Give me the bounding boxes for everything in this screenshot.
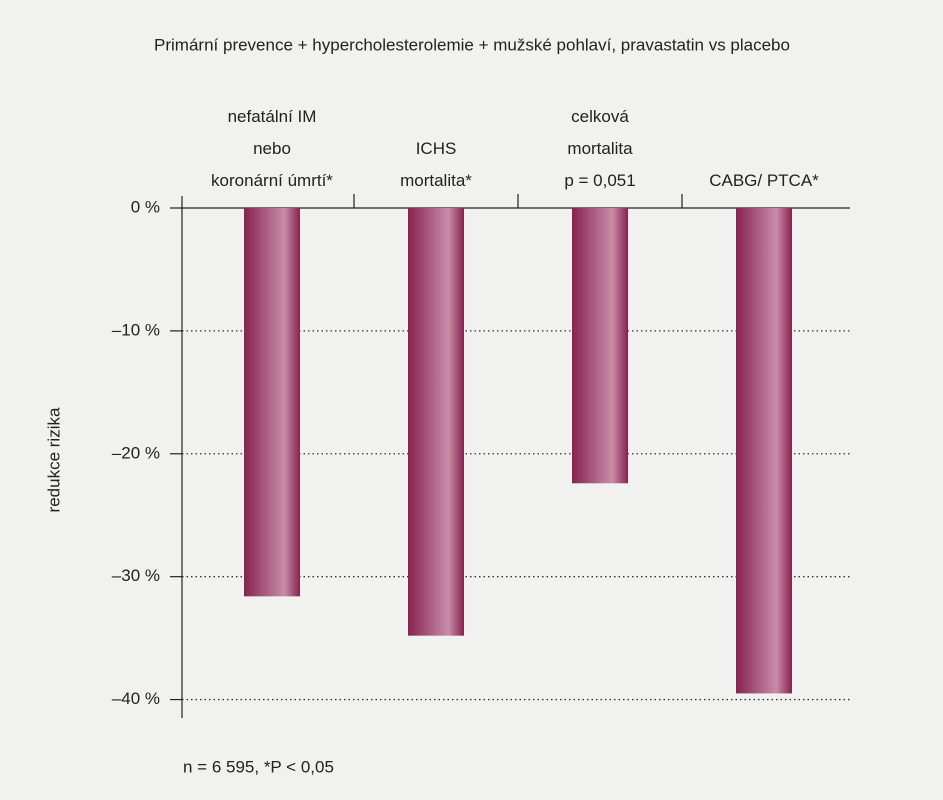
y-tick-label: –40 % [112, 689, 160, 708]
y-tick-label: 0 % [131, 197, 160, 216]
x-tick-label-line: ICHS [416, 139, 457, 158]
y-tick-label: –30 % [112, 566, 160, 585]
bar [408, 208, 464, 636]
x-tick-label-line: CABG/ PTCA* [709, 171, 819, 190]
x-tick-label: nefatální IM nebo koronární úmrtí* [211, 107, 333, 190]
x-tick-label-line: koronární úmrtí* [211, 171, 333, 190]
footnote: n = 6 595, *P < 0,05 [183, 757, 334, 776]
x-tick-label: ICHS mortalita* [400, 139, 472, 190]
y-axis-label: redukce rizika [44, 407, 63, 512]
x-tick-label-line: nebo [253, 139, 291, 158]
x-tick-label-line: celková [571, 107, 629, 126]
bar [244, 208, 300, 597]
chart-title: Primární prevence + hypercholesterolemie… [154, 35, 790, 54]
x-tick-label: CABG/ PTCA* [709, 171, 819, 190]
x-tick-label-line: mortalita* [400, 171, 472, 190]
x-tick-label-line: mortalita [567, 139, 633, 158]
x-tick-label-line: p = 0,051 [564, 171, 635, 190]
bar [572, 208, 628, 484]
x-tick-label-line: nefatální IM [228, 107, 317, 126]
y-tick-label: –20 % [112, 443, 160, 462]
bar [736, 208, 792, 694]
y-tick-label: –10 % [112, 320, 160, 339]
x-tick-label: celková mortalita p = 0,051 [564, 107, 635, 190]
